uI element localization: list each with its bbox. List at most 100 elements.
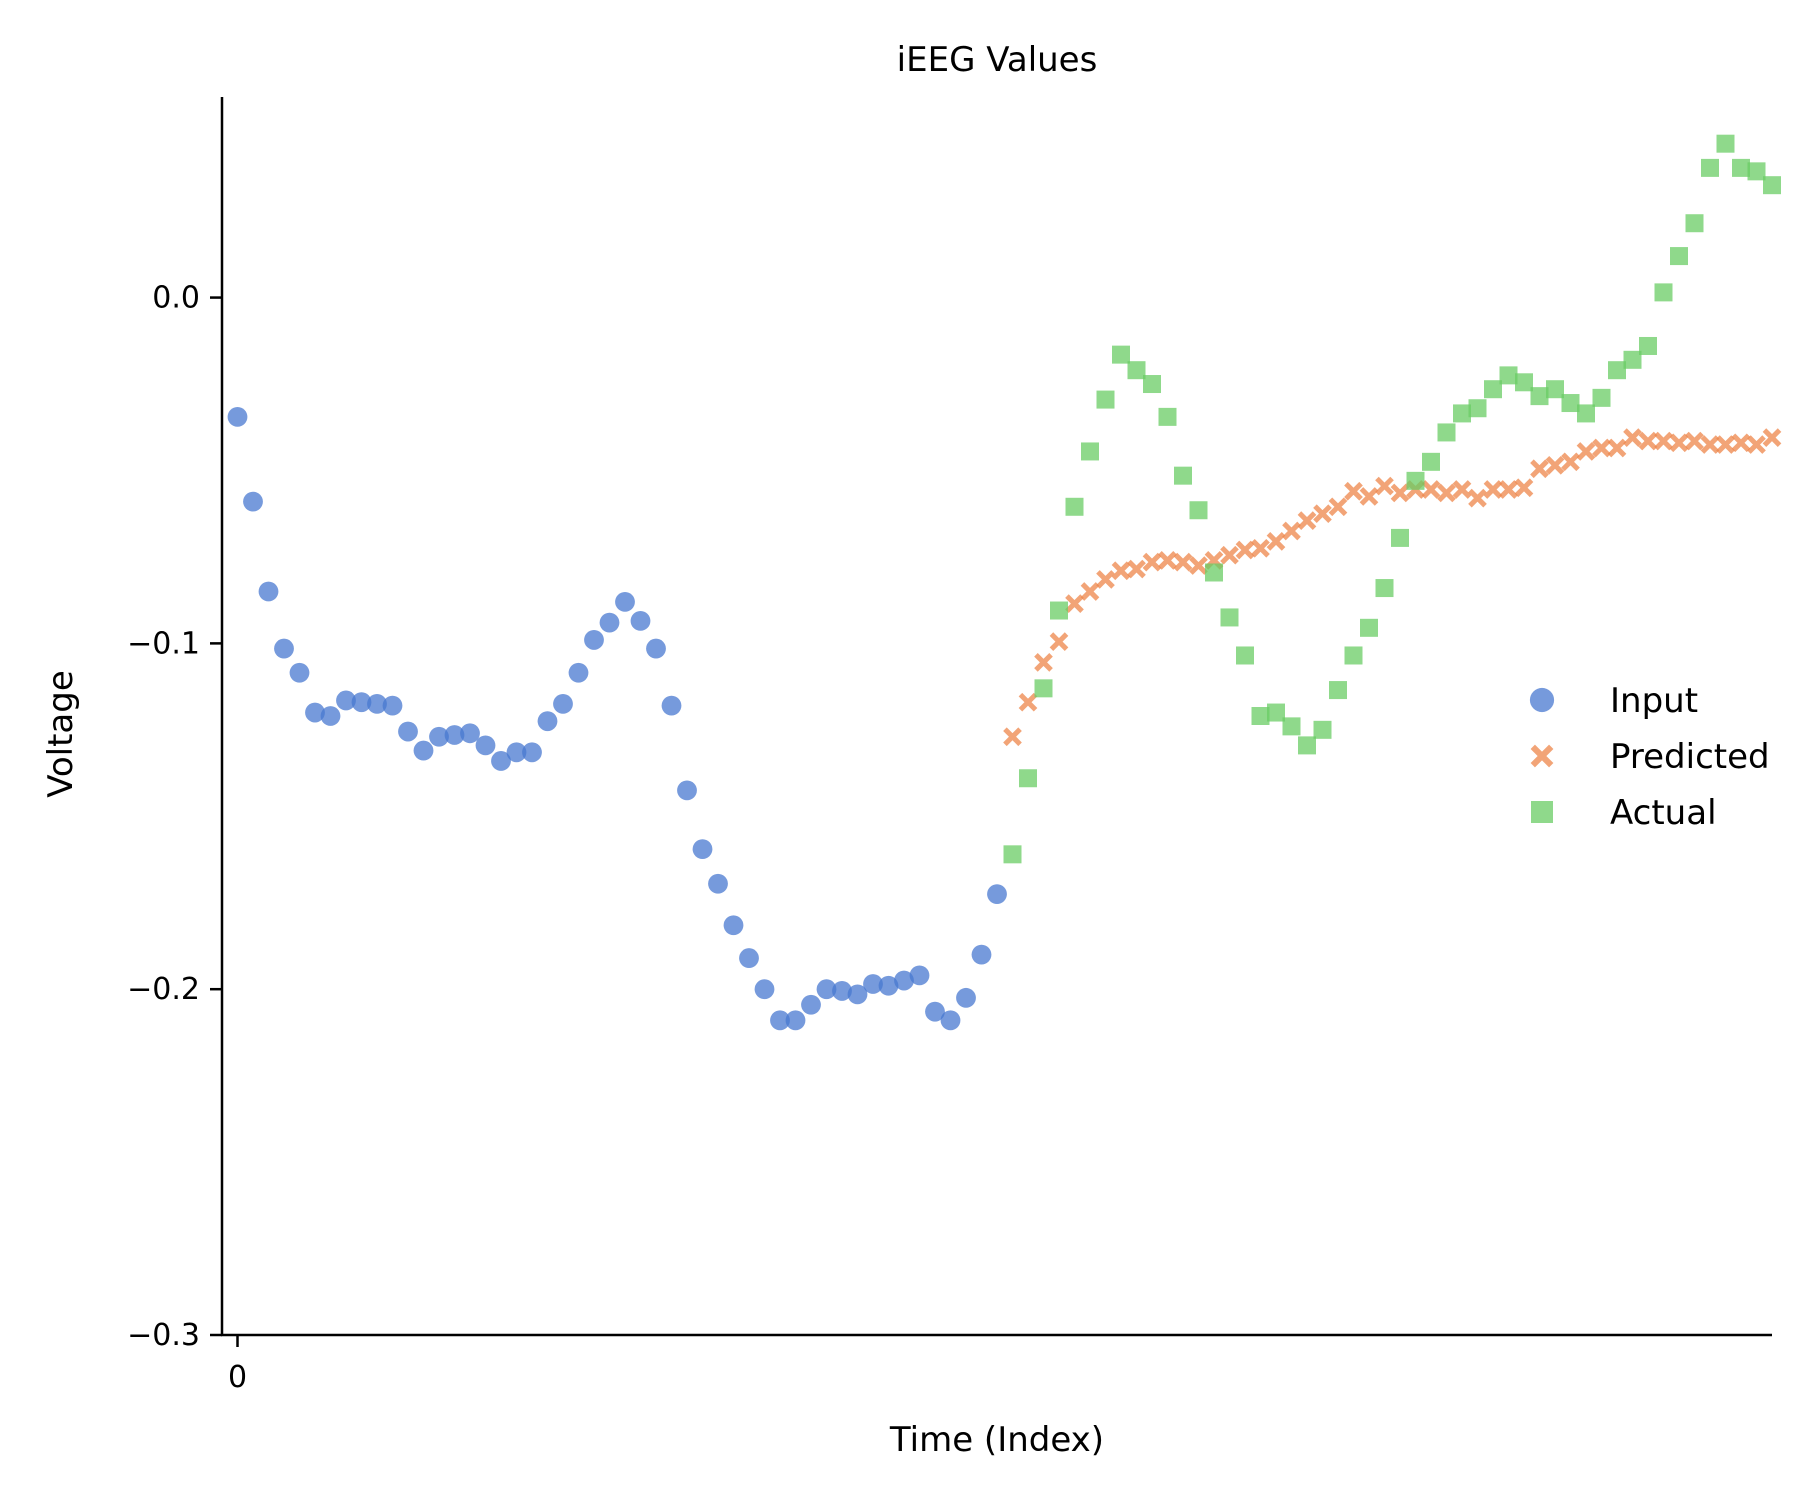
actual-point: [1174, 466, 1192, 485]
input-point: [692, 839, 713, 860]
input-point: [351, 692, 372, 713]
actual-point: [1608, 361, 1626, 380]
predicted-point: [1127, 559, 1146, 579]
predicted-point: [1235, 540, 1255, 560]
predicted-point: [1049, 632, 1069, 651]
y-axis-title: Voltage: [41, 670, 81, 798]
predicted-point: [1297, 511, 1317, 530]
input-point: [553, 693, 573, 714]
predicted-point: [1018, 692, 1038, 712]
input-point: [599, 612, 620, 633]
input-point: [630, 611, 651, 631]
input-point: [475, 735, 496, 756]
predicted-point: [1437, 483, 1456, 503]
actual-point: [1499, 366, 1518, 385]
input-point: [413, 740, 434, 761]
predicted-point: [1328, 497, 1348, 517]
input-point: [491, 751, 511, 771]
actual-point: [1065, 497, 1084, 516]
actual-point: [1205, 563, 1223, 582]
predicted-point: [1545, 455, 1565, 475]
y-tick-label: −0.2: [127, 972, 200, 1007]
predicted-point: [1638, 431, 1658, 451]
input-point: [444, 725, 465, 745]
input-point: [971, 944, 992, 965]
actual-point: [1375, 579, 1394, 598]
input-point: [537, 711, 558, 732]
actual-point: [1453, 404, 1471, 423]
input-point: [382, 695, 403, 716]
predicted-point: [1747, 435, 1766, 454]
actual-point: [1732, 158, 1750, 177]
predicted-point: [1700, 435, 1720, 454]
series-input: [227, 406, 1007, 1031]
data-marks: [227, 134, 1782, 1031]
input-point: [646, 638, 666, 659]
input-point: [661, 695, 682, 716]
actual-point: [1577, 404, 1595, 423]
predicted-point: [1468, 488, 1487, 508]
input-point: [832, 981, 852, 1001]
input-point: [956, 987, 976, 1008]
actual-point: [1096, 390, 1115, 409]
predicted-point: [1313, 504, 1332, 524]
predicted-point: [1111, 561, 1131, 581]
predicted-point: [1530, 459, 1549, 479]
input-point: [305, 702, 325, 723]
predicted-point: [1452, 480, 1472, 499]
series-actual: [1003, 134, 1781, 864]
predicted-point: [1189, 556, 1208, 575]
predicted-point: [1142, 552, 1162, 572]
input-point: [398, 721, 418, 742]
predicted-point: [1483, 480, 1503, 499]
legend: Input Predicted Actual: [1529, 681, 1770, 833]
predicted-point: [1561, 452, 1580, 472]
actual-point: [1422, 452, 1440, 471]
legend-marker-input: [1529, 687, 1555, 713]
predicted-point: [1623, 428, 1642, 447]
actual-point: [1143, 375, 1161, 394]
actual-point: [1763, 176, 1781, 195]
input-point: [863, 974, 883, 994]
axes: [220, 97, 1772, 1337]
input-point: [816, 979, 837, 1000]
input-point: [723, 915, 744, 936]
predicted-point: [1576, 442, 1596, 461]
actual-point: [1158, 407, 1177, 426]
actual-point: [1468, 399, 1487, 418]
actual-point: [1592, 388, 1611, 407]
actual-point: [1701, 158, 1719, 177]
legend-label-input: Input: [1610, 681, 1698, 721]
actual-point: [1003, 845, 1022, 864]
predicted-point: [1003, 727, 1022, 747]
actual-point: [1437, 423, 1456, 442]
actual-point: [1344, 646, 1363, 665]
actual-point: [1267, 703, 1285, 722]
input-point: [925, 1001, 945, 1022]
legend-label-predicted: Predicted: [1610, 737, 1770, 777]
actual-point: [1081, 442, 1099, 461]
input-point: [367, 693, 387, 714]
predicted-point: [1592, 438, 1611, 458]
actual-point: [1561, 394, 1580, 413]
input-point: [274, 638, 294, 659]
input-point: [460, 723, 480, 744]
actual-point: [1019, 769, 1037, 788]
predicted-point: [1716, 435, 1735, 454]
series-predicted: [1003, 428, 1782, 747]
input-point: [754, 979, 775, 1000]
actual-point: [1716, 134, 1735, 153]
predicted-point: [1654, 431, 1673, 451]
predicted-point: [1344, 481, 1363, 501]
predicted-point: [1607, 438, 1627, 458]
input-point: [568, 662, 589, 683]
actual-point: [1236, 646, 1254, 665]
input-point: [506, 742, 527, 763]
predicted-point: [1220, 545, 1239, 565]
predicted-point: [1080, 582, 1100, 601]
legend-marker-predicted: [1530, 744, 1554, 768]
input-point: [320, 706, 341, 726]
actual-point: [1670, 247, 1688, 266]
predicted-point: [1359, 487, 1379, 506]
